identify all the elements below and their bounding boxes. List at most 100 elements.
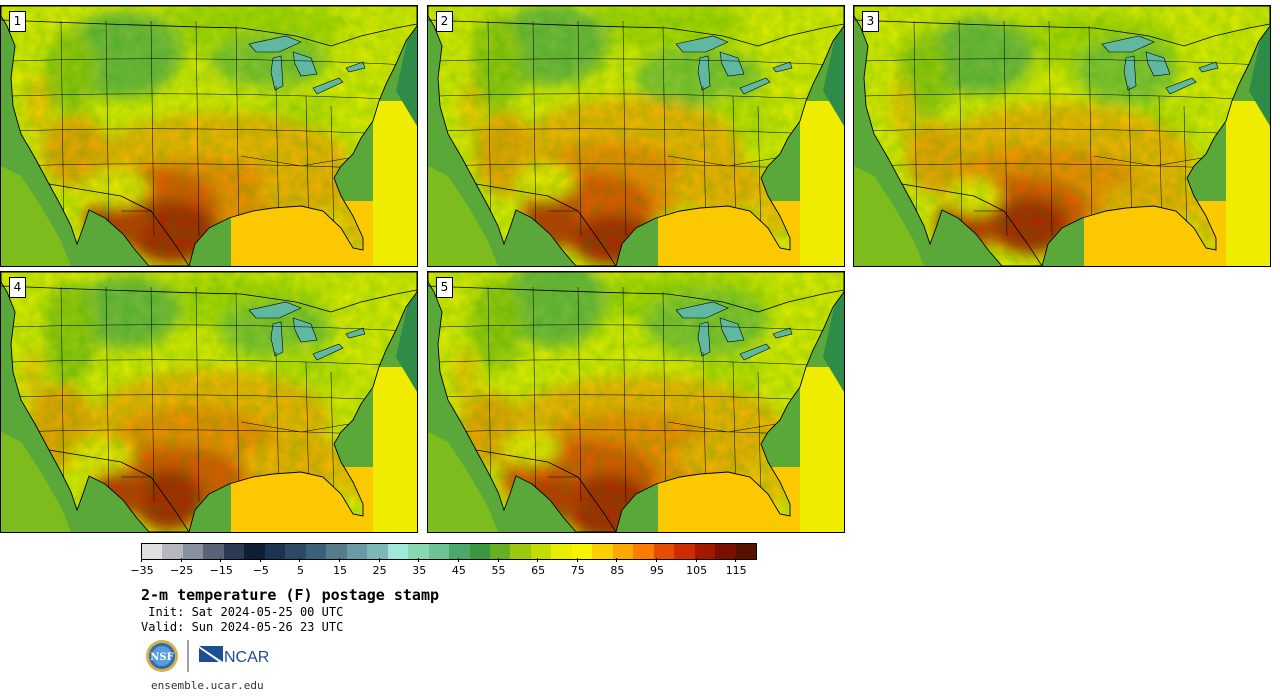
panel-number-5: 5 [436, 277, 453, 298]
panel-number-1: 1 [9, 11, 26, 32]
colorbar-tick-label: −5 [252, 564, 269, 577]
colorbar-tick [537, 558, 539, 562]
colorbar-segment [694, 544, 716, 559]
colorbar-segment [530, 544, 552, 559]
colorbar-segment [592, 544, 613, 559]
ensemble-member-panel-1: 1 [0, 5, 418, 267]
colorbar-tick-label: 65 [531, 564, 546, 577]
coastline [428, 6, 844, 266]
colorbar-tick-label: 95 [649, 564, 664, 577]
great-lakes [248, 35, 366, 95]
colorbar-segment [367, 544, 388, 559]
colorbar-tick-label: 85 [610, 564, 625, 577]
colorbar-segment [244, 544, 265, 559]
land-temperature-field [1, 272, 417, 532]
colorbar-segment [346, 544, 368, 559]
mexico-border [475, 183, 617, 266]
colorbar-tick [616, 558, 618, 562]
canada-border [428, 285, 844, 313]
colorbar-tick [497, 558, 499, 562]
colorbar-tick [695, 558, 697, 562]
valid-time: Valid: Sun 2024-05-26 23 UTC [141, 620, 344, 634]
colorbar-tick [457, 558, 459, 562]
canada-border [1, 19, 417, 47]
coastline [854, 6, 1270, 266]
colorbar-segment [633, 544, 654, 559]
colorbar-segment [489, 544, 511, 559]
land-temperature-field [854, 6, 1270, 266]
panel-number-2: 2 [436, 11, 453, 32]
state-boundaries [10, 20, 412, 247]
atlantic-ocean [823, 272, 844, 392]
atlantic-ocean [1249, 6, 1270, 126]
figure-title: 2-m temperature (F) postage stamp [141, 586, 440, 604]
colorbar-tick-label: −25 [170, 564, 194, 577]
colorbar-segment [285, 544, 306, 559]
colorbar-tick-label: 45 [451, 564, 466, 577]
state-boundaries [10, 286, 412, 513]
ncar-logo-icon: NCAR [199, 646, 269, 666]
temperature-map-3 [854, 6, 1270, 266]
colorbar-segment [469, 544, 490, 559]
atlantic-ocean [396, 6, 417, 126]
colorbar-tick [180, 558, 182, 562]
colorbar-segment [264, 544, 286, 559]
colorbar-tick [141, 558, 142, 562]
ensemble-member-panel-4: 4 [0, 271, 418, 533]
colorbar-segment [162, 544, 183, 559]
panel-number-3: 3 [862, 11, 879, 32]
mexico-border [475, 449, 617, 532]
great-lakes [1101, 35, 1219, 95]
colorbar-segment [408, 544, 429, 559]
great-lakes [675, 35, 793, 95]
canada-border [1, 285, 417, 313]
colorbar-tick-label: 15 [333, 564, 348, 577]
colorbar-segment [653, 544, 675, 559]
colorbar-segment [387, 544, 409, 559]
colorbar-tick-label: 35 [412, 564, 427, 577]
colorbar-tick-label: −35 [130, 564, 154, 577]
website-link[interactable]: ensemble.ucar.edu [151, 679, 264, 692]
mexico-border [901, 183, 1043, 266]
colorbar-tick [259, 558, 261, 562]
coastline [1, 6, 417, 266]
colorbar-tick-label: −15 [209, 564, 233, 577]
colorbar-tick-label: 115 [725, 564, 747, 577]
ensemble-member-panel-3: 3 [853, 5, 1271, 267]
colorbar-segment [223, 544, 245, 559]
colorbar-ticks: −35 −25 −15 −5 5 15 25 35 45 55 65 75 85 95 105 115 [130, 558, 757, 578]
temperature-map-1 [1, 6, 417, 266]
colorbar-tick-label: 75 [570, 564, 585, 577]
temperature-map-4 [1, 272, 417, 532]
great-lakes [675, 301, 793, 361]
temperature-colorbar [141, 543, 757, 560]
colorbar-tick-label: 25 [372, 564, 387, 577]
colorbar-tick [339, 558, 341, 562]
coastline [1, 272, 417, 532]
atlantic-ocean [823, 6, 844, 126]
colorbar-segment [305, 544, 327, 559]
colorbar-tick [299, 558, 301, 562]
colorbar-tick [576, 558, 578, 562]
colorbar-tick [220, 558, 222, 562]
nsf-logo-icon: NSF [146, 640, 178, 672]
logos: NSF NCAR [145, 638, 285, 674]
canada-border [428, 19, 844, 47]
colorbar-tick [735, 558, 737, 562]
canada-border [854, 19, 1270, 47]
colorbar-segment [551, 544, 572, 559]
colorbar-tick-label: 5 [296, 564, 304, 577]
atlantic-ocean [396, 272, 417, 392]
panel-number-4: 4 [9, 277, 26, 298]
colorbar-segment [203, 544, 224, 559]
colorbar-segment [735, 544, 757, 559]
mexico-border [48, 449, 190, 532]
colorbar-segment [182, 544, 204, 559]
ensemble-member-panel-2: 2 [427, 5, 845, 267]
colorbar-tick [655, 558, 657, 562]
coastline [428, 272, 844, 532]
colorbar-segment [674, 544, 695, 559]
colorbar-tick [378, 558, 380, 562]
colorbar-segment [449, 544, 470, 559]
colorbar-segment [715, 544, 736, 559]
